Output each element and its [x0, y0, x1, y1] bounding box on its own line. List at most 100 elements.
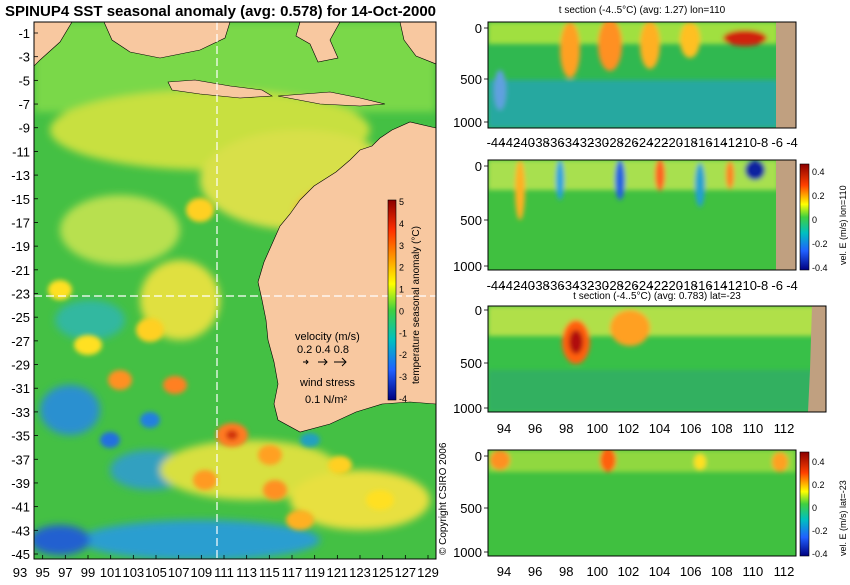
x-tick-label: -36 — [546, 278, 565, 293]
y-tick-label: 500 — [460, 213, 482, 228]
y-tick-label: 1000 — [453, 259, 482, 274]
velocity-colorbar-tick: 0.4 — [812, 457, 825, 467]
lat-tick-label: -17 — [11, 215, 30, 230]
panel-t-section-lon: t section (-4..5°C) (avg: 1.27) lon=110 … — [453, 5, 798, 150]
panel-v-lon-x-ticks: -44-42-40-38-36-34-32-30-28-26-24-22-20-… — [487, 278, 798, 293]
sst-colorbar-tick: -1 — [399, 328, 407, 338]
y-tick-label: 0 — [475, 449, 482, 464]
lat-tick-label: -43 — [11, 523, 30, 538]
x-tick-label: -10 — [738, 278, 757, 293]
lon-tick-label: 103 — [122, 565, 144, 580]
velocity-colorbar-tick: -0.2 — [812, 526, 828, 536]
x-tick-label: -28 — [605, 278, 624, 293]
lat-tick-label: -1 — [18, 26, 30, 41]
y-tick-label: 1000 — [453, 401, 482, 416]
lat-tick-label: -41 — [11, 500, 30, 515]
panel-v-lon-y-ticks: 0 500 1000 — [453, 159, 488, 274]
x-tick-label: -16 — [694, 135, 713, 150]
x-tick-label: -30 — [590, 278, 609, 293]
panel-t-lat-title: t section (-4..5°C) (avg: 0.783) lat=-23 — [573, 291, 741, 302]
land-sumatra — [34, 22, 73, 67]
x-tick-label: -8 — [757, 278, 769, 293]
velocity-colorbar-tick: 0.2 — [812, 480, 825, 490]
lat-tick-label: -35 — [11, 429, 30, 444]
y-tick-label: 1000 — [453, 545, 482, 560]
sst-colorbar-tick: 1 — [399, 285, 404, 295]
x-tick-label: -26 — [620, 135, 639, 150]
lon-tick-label: 107 — [168, 565, 190, 580]
x-tick-label: 96 — [528, 564, 542, 579]
x-tick-label: -28 — [605, 135, 624, 150]
lat-tick-label: -21 — [11, 263, 30, 278]
x-tick-label: -4 — [786, 278, 798, 293]
sst-colorbar-tick: 3 — [399, 241, 404, 251]
panel-t-lon-x-ticks: -44-42-40-38-36-34-32-30-28-26-24-22-20-… — [487, 135, 798, 150]
lat-tick-label: -25 — [11, 310, 30, 325]
y-tick-label: 500 — [460, 72, 482, 87]
lon-tick-label: 129 — [417, 565, 439, 580]
velocity-colorbar-tick: -0.4 — [812, 263, 828, 273]
y-tick-label: 0 — [475, 21, 482, 36]
velocity-colorbar-tick: -0.2 — [812, 239, 828, 249]
panel-v-lat-x-ticks: 94 96 98 100 102 104 106 108 110 112 — [497, 564, 795, 579]
lon-tick-label: 127 — [394, 565, 416, 580]
lat-tick-label: -37 — [11, 452, 30, 467]
velocity-legend-scale: 0.2 0.4 0.8 — [297, 344, 349, 356]
lon-tick-label: 97 — [58, 565, 72, 580]
x-tick-label: 98 — [559, 564, 573, 579]
figure-title: SPINUP4 SST seasonal anomaly (avg: 0.578… — [5, 3, 436, 20]
lon-tick-label: 99 — [81, 565, 95, 580]
sst-eddies — [48, 198, 394, 530]
wind-stress-value: 0.1 N/m² — [305, 394, 348, 406]
sst-colorbar-tick: 4 — [399, 219, 404, 229]
x-tick-label: -10 — [738, 135, 757, 150]
x-tick-label: 112 — [774, 421, 795, 436]
x-tick-label: 108 — [711, 564, 733, 579]
lat-tick-label: -15 — [11, 192, 30, 207]
y-tick-label: 1000 — [453, 115, 482, 130]
lat-tick-label: -27 — [11, 334, 30, 349]
x-tick-label: -44 — [487, 135, 506, 150]
lon-tick-label: 117 — [282, 565, 303, 580]
sst-colorbar: 5 4 3 2 1 0 -1 -2 -3 -4 temperature seasonal anom… — [387, 197, 422, 404]
panel-t-lon-y-ticks: 0 500 1000 — [453, 21, 488, 130]
velocity-colorbar-tick: 0.4 — [812, 167, 825, 177]
x-tick-label: -20 — [664, 278, 683, 293]
lat-tick-label: -7 — [18, 97, 30, 112]
lat-tick-label: -11 — [12, 144, 30, 159]
lat-tick-label: -3 — [18, 50, 30, 65]
x-tick-label: -44 — [487, 278, 506, 293]
velocity-colorbar-tick: 0 — [812, 503, 817, 513]
x-tick-label: 94 — [497, 421, 511, 436]
panel-t-section-lat: t section (-4..5°C) (avg: 0.783) lat=-23… — [453, 291, 827, 436]
velocity-legend: velocity (m/s) 0.2 0.4 0.8 wind stress 0… — [295, 331, 360, 406]
velocity-colorbar-2-label: vel. E (m/s) lat=-23 — [838, 480, 848, 556]
lat-tick-label: -19 — [11, 239, 30, 254]
x-tick-label: -24 — [635, 135, 654, 150]
panel-v-lat-y-ticks: 0 500 1000 — [453, 449, 488, 560]
x-tick-label: -40 — [516, 135, 535, 150]
x-tick-label: -22 — [649, 135, 668, 150]
map-frame — [33, 21, 437, 560]
x-tick-label: 100 — [586, 564, 608, 579]
x-tick-label: -42 — [501, 278, 520, 293]
x-tick-label: -42 — [501, 135, 520, 150]
map-longitude-ticks: 93 95 97 99 101 103 105 107 109 111 113 115 117 119 12… — [13, 555, 439, 580]
x-tick-label: 98 — [559, 421, 573, 436]
panel-t-lat-x-ticks: 94 96 98 100 102 104 106 108 110 112 — [497, 421, 795, 436]
lon-tick-label: 93 — [13, 565, 27, 580]
lat-tick-label: -5 — [18, 73, 30, 88]
sst-colorbar-tick: 2 — [399, 263, 404, 273]
lon-tick-label: 113 — [236, 565, 257, 580]
x-tick-label: -30 — [590, 135, 609, 150]
panel-t-lat-y-ticks: 0 500 1000 — [453, 303, 488, 416]
sst-colorbar-bar — [387, 199, 397, 401]
x-tick-label: -12 — [723, 278, 742, 293]
x-tick-label: -12 — [723, 135, 742, 150]
sst-colorbar-tick: -2 — [399, 350, 407, 360]
lon-tick-label: 125 — [372, 565, 394, 580]
x-tick-label: 108 — [711, 421, 733, 436]
sst-map — [34, 22, 436, 559]
x-tick-label: -38 — [531, 135, 550, 150]
